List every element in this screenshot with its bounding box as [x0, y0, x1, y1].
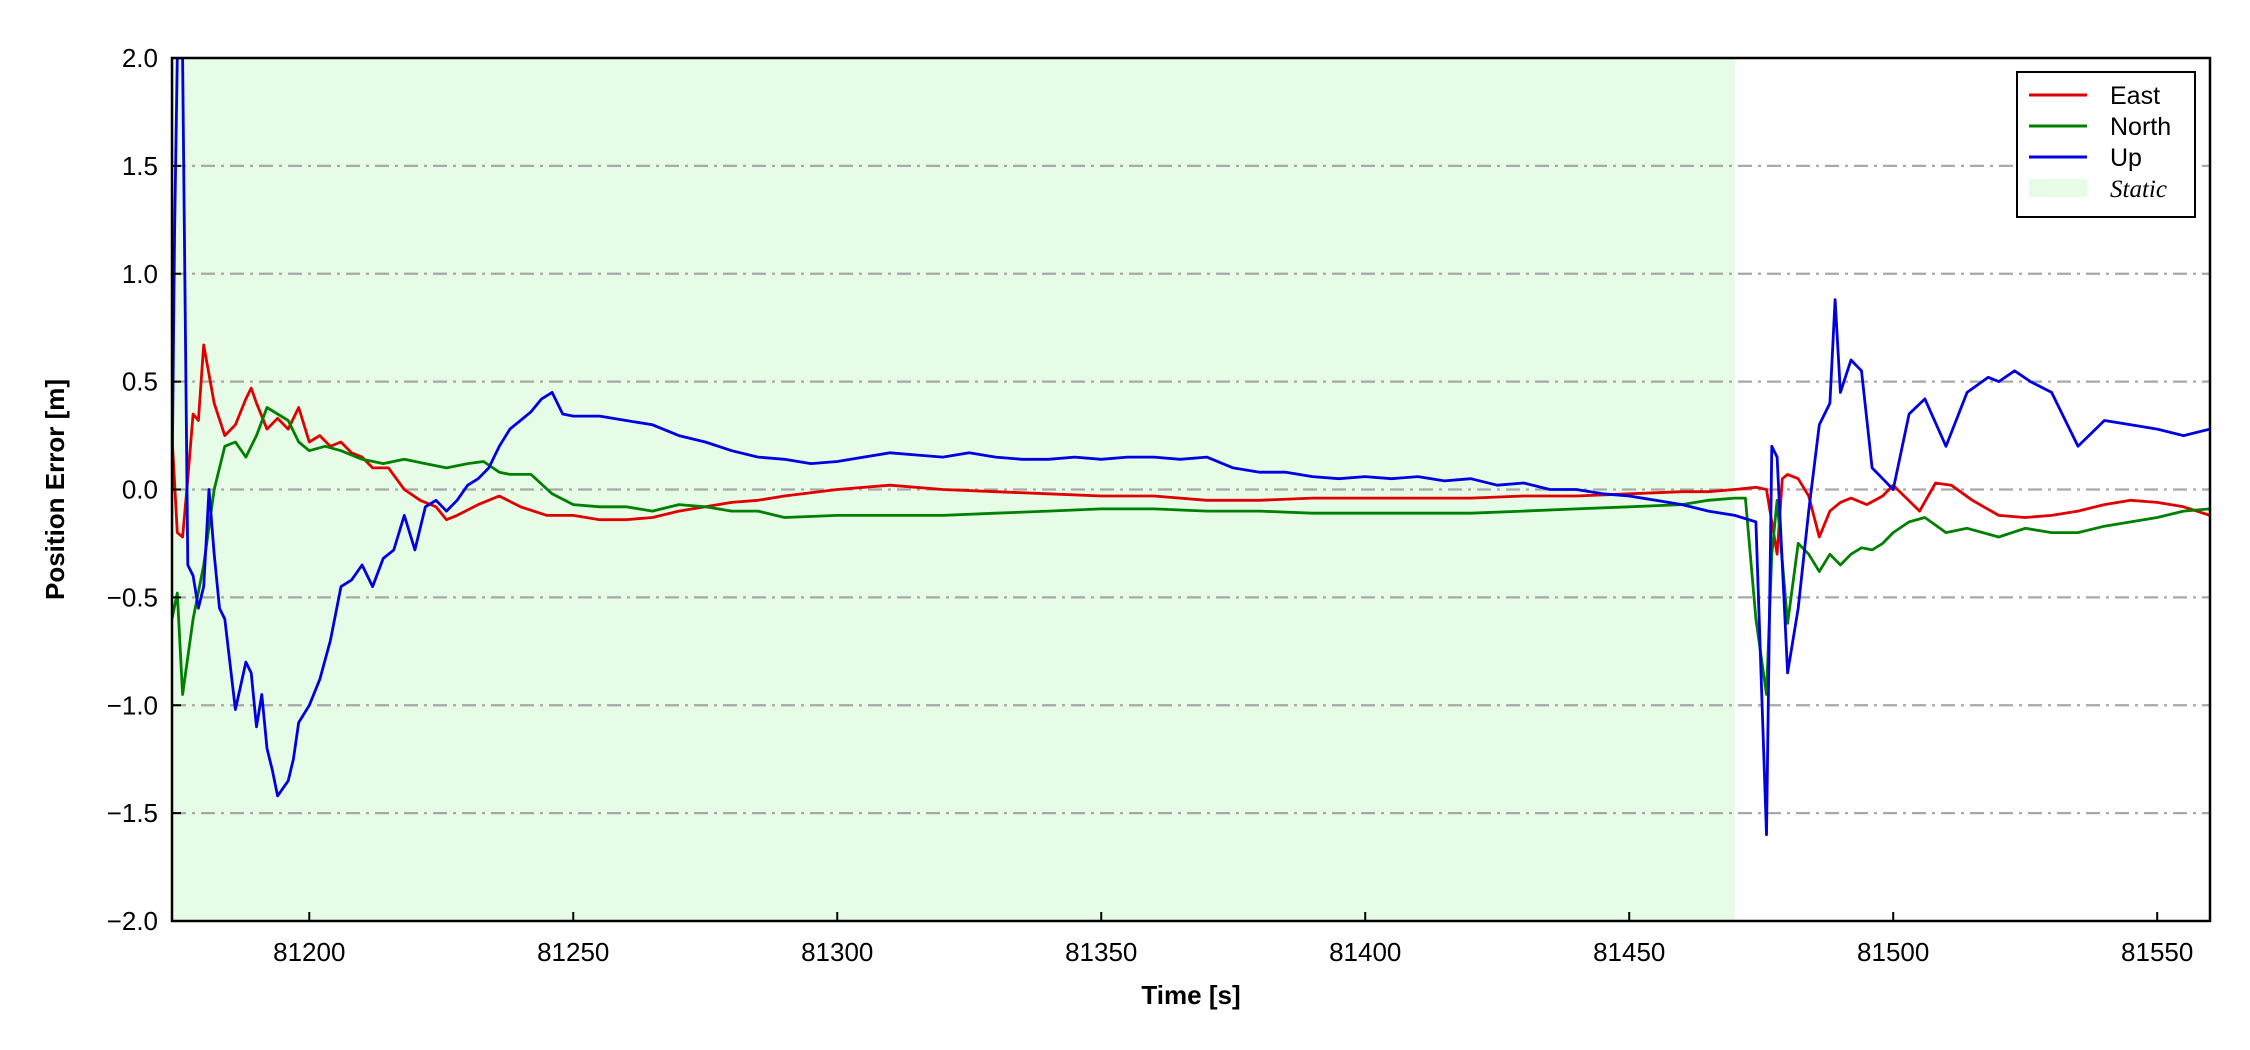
y-tick-label: −2.0: [107, 906, 158, 936]
x-tick-label: 81300: [801, 937, 873, 967]
y-tick-label: 1.0: [122, 259, 158, 289]
series-layer: [172, 58, 2210, 837]
legend-label-static: Static: [2110, 176, 2167, 203]
y-axis-title: Position Error [m]: [40, 379, 70, 600]
legend: East North Up Static: [2016, 71, 2196, 218]
legend-label-north: North: [2110, 113, 2171, 141]
y-tick-label: 2.0: [122, 43, 158, 73]
x-tick-label: 81450: [1593, 937, 1665, 967]
x-tick-label: 81200: [273, 937, 345, 967]
grid-layer: [172, 164, 2210, 815]
y-tick-label: 1.5: [122, 151, 158, 181]
y-tick-label: −0.5: [107, 582, 158, 612]
series-line-north: [172, 406, 2210, 696]
legend-label-up: Up: [2110, 144, 2142, 172]
x-axis-title: Time [s]: [1141, 980, 1240, 1010]
legend-label-east: East: [2110, 82, 2160, 110]
x-tick-label: 81500: [1857, 937, 1929, 967]
y-tick-label: 0.0: [122, 475, 158, 505]
x-tick-label: 81350: [1065, 937, 1137, 967]
legend-swatch-static: [2029, 179, 2087, 197]
series-line-up: [172, 58, 2210, 837]
x-tick-label: 81250: [537, 937, 609, 967]
x-tick-label: 81400: [1329, 937, 1401, 967]
tick-layer: 81200 81250 81300 81350 81400 81450 81500 81550…: [107, 43, 2194, 967]
legend-items: East North Up Static: [2029, 82, 2171, 203]
y-tick-label: −1.5: [107, 798, 158, 828]
y-tick-label: 0.5: [122, 367, 158, 397]
series-line-east: [172, 343, 2210, 556]
y-tick-label: −1.0: [107, 690, 158, 720]
x-tick-label: 81550: [2121, 937, 2193, 967]
